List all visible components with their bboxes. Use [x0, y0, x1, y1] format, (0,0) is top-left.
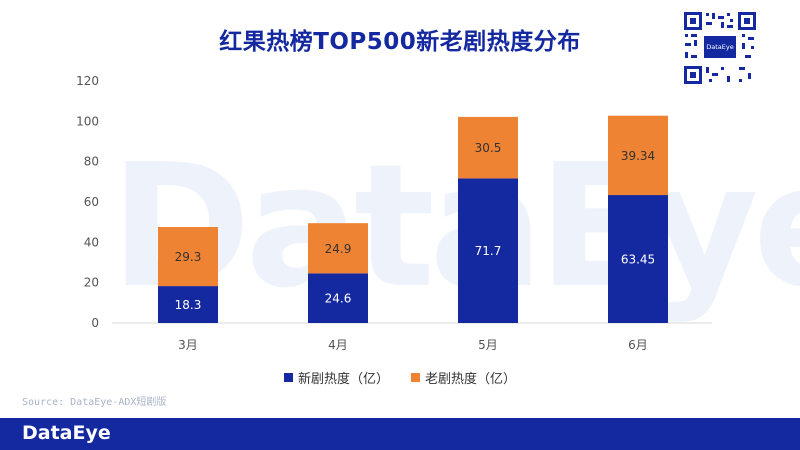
footer-logo: DataEye — [22, 422, 111, 444]
data-label-new: 24.6 — [325, 292, 352, 306]
legend-swatch-old — [411, 373, 420, 382]
data-label-old: 39.34 — [621, 149, 655, 163]
x-tick-label: 5月 — [478, 338, 498, 352]
bar-old — [458, 116, 518, 179]
footer-bar: DataEye — [0, 418, 800, 450]
x-tick-label: 4月 — [328, 338, 348, 352]
data-label-new: 18.3 — [175, 298, 202, 312]
legend-swatch-new — [283, 373, 293, 382]
legend-label-new: 新剧热度（亿） — [297, 372, 389, 387]
y-tick-label: 100 — [76, 114, 99, 128]
source-note: Source: DataEye-ADX短剧版 — [22, 397, 167, 408]
bar-new — [158, 286, 218, 323]
data-label-old: 30.5 — [475, 141, 502, 155]
legend-item-new: 新剧热度（亿） — [283, 368, 389, 387]
qr-code: DataEye — [682, 10, 758, 86]
y-tick-label: 60 — [84, 195, 99, 209]
bar-old — [608, 115, 668, 196]
bar-new — [458, 178, 518, 323]
data-label-new: 71.7 — [475, 244, 502, 258]
data-label-new: 63.45 — [621, 253, 655, 267]
bar-new — [308, 273, 368, 323]
y-tick-label: 20 — [84, 276, 99, 290]
y-tick-label: 40 — [84, 235, 99, 249]
bar-new — [608, 195, 668, 323]
x-tick-label: 6月 — [628, 338, 648, 352]
data-label-old: 29.3 — [175, 250, 202, 264]
qr-logo-badge: DataEye — [704, 36, 736, 58]
legend-label-old: 老剧热度（亿） — [425, 372, 517, 387]
legend: 新剧热度（亿） 老剧热度（亿） — [0, 368, 800, 387]
legend-item-old: 老剧热度（亿） — [411, 368, 516, 387]
bar-old — [308, 223, 368, 274]
y-tick-label: 80 — [84, 155, 99, 169]
y-tick-label: 120 — [76, 74, 99, 88]
chart-title: 红果热榜TOP500新老剧热度分布 — [219, 29, 581, 55]
x-tick-label: 3月 — [178, 338, 198, 352]
bar-old — [158, 227, 218, 287]
y-tick-label: 0 — [91, 316, 99, 330]
data-label-old: 24.9 — [325, 242, 352, 256]
